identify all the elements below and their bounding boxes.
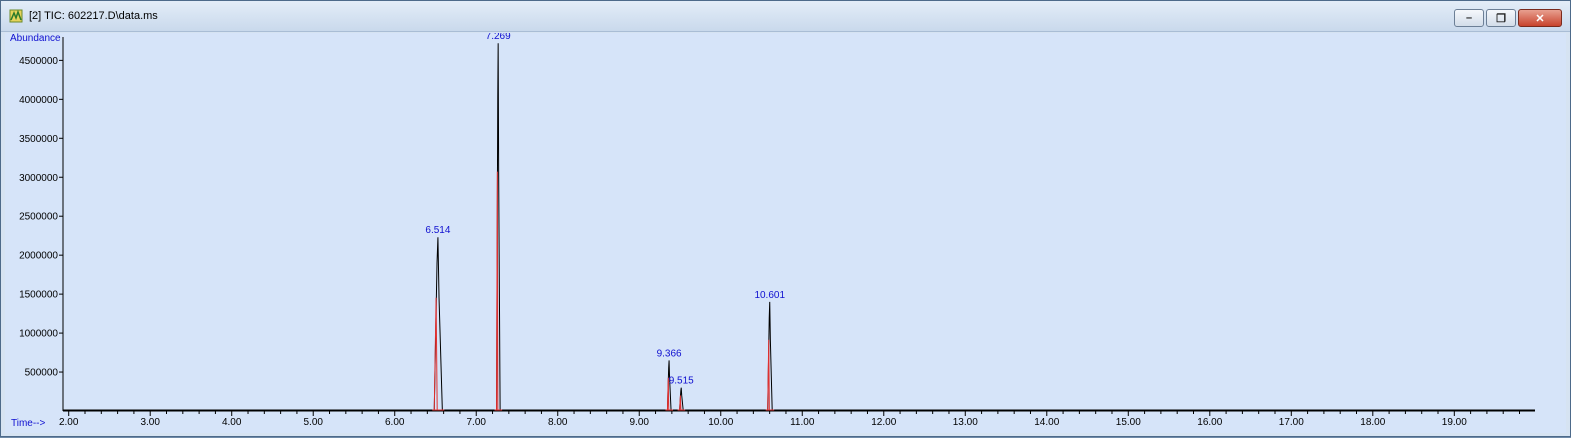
- peak-label: 9.366: [657, 348, 682, 359]
- x-tick-label: 8.00: [548, 417, 568, 428]
- peak-label: 6.514: [425, 225, 450, 236]
- x-tick-label: 6.00: [385, 417, 405, 428]
- y-tick-label: 3500000: [19, 134, 58, 145]
- y-tick-label: 4500000: [19, 56, 58, 67]
- close-icon: ✕: [1535, 12, 1545, 25]
- x-tick-label: 7.00: [467, 417, 487, 428]
- y-tick-label: 500000: [25, 368, 59, 379]
- x-tick-label: 15.00: [1116, 417, 1141, 428]
- close-button[interactable]: ✕: [1518, 9, 1562, 27]
- chromatogram-app-icon: [9, 9, 23, 23]
- y-axis-label: Abundance: [10, 33, 61, 44]
- peak-integration: [767, 339, 770, 411]
- y-tick-label: 4000000: [19, 95, 58, 106]
- x-tick-label: 11.00: [790, 417, 815, 428]
- x-tick-label: 17.00: [1279, 417, 1304, 428]
- peak-integration: [666, 377, 670, 411]
- chromatogram-svg: Abundance Time--> 500000 1000000 1500000 20…: [10, 31, 1535, 429]
- y-tick-label: 2000000: [19, 251, 58, 262]
- minimize-button[interactable]: –: [1454, 9, 1484, 27]
- x-tick-label: 18.00: [1360, 417, 1385, 428]
- chromatogram-plot[interactable]: Abundance Time--> 500000 1000000 1500000 20…: [5, 31, 1566, 433]
- y-tick-label: 1000000: [19, 329, 58, 340]
- x-tick-label: 10.00: [708, 417, 733, 428]
- x-tick-label: 5.00: [303, 417, 323, 428]
- peak-label: 10.601: [754, 290, 785, 301]
- x-tick-label: 2.00: [59, 417, 79, 428]
- x-tick-label: 3.00: [140, 417, 160, 428]
- restore-button[interactable]: ❐: [1486, 9, 1516, 27]
- peak-integration: [433, 297, 438, 411]
- x-tick-label: 13.00: [953, 417, 978, 428]
- y-tick-label: 1500000: [19, 290, 58, 301]
- y-tick-label: 2500000: [19, 212, 58, 223]
- x-tick-label: 16.00: [1197, 417, 1222, 428]
- title-bar[interactable]: [2] TIC: 602217.D\data.ms – ❐ ✕: [1, 1, 1570, 32]
- x-tick-label: 14.00: [1034, 417, 1059, 428]
- restore-icon: ❐: [1496, 12, 1506, 25]
- y-tick-label: 3000000: [19, 173, 58, 184]
- x-tick-label: 12.00: [871, 417, 896, 428]
- window-title: [2] TIC: 602217.D\data.ms: [29, 10, 158, 22]
- peak-integration: [679, 395, 682, 411]
- peak-integration: [496, 171, 499, 411]
- x-axis-label: Time-->: [11, 418, 46, 429]
- x-tick-label: 19.00: [1442, 417, 1467, 428]
- x-tick-label: 4.00: [222, 417, 242, 428]
- minimize-icon: –: [1465, 12, 1473, 24]
- peak-label: 9.515: [669, 376, 694, 387]
- peak-label: 7.269: [486, 33, 511, 42]
- x-tick-label: 9.00: [630, 417, 650, 428]
